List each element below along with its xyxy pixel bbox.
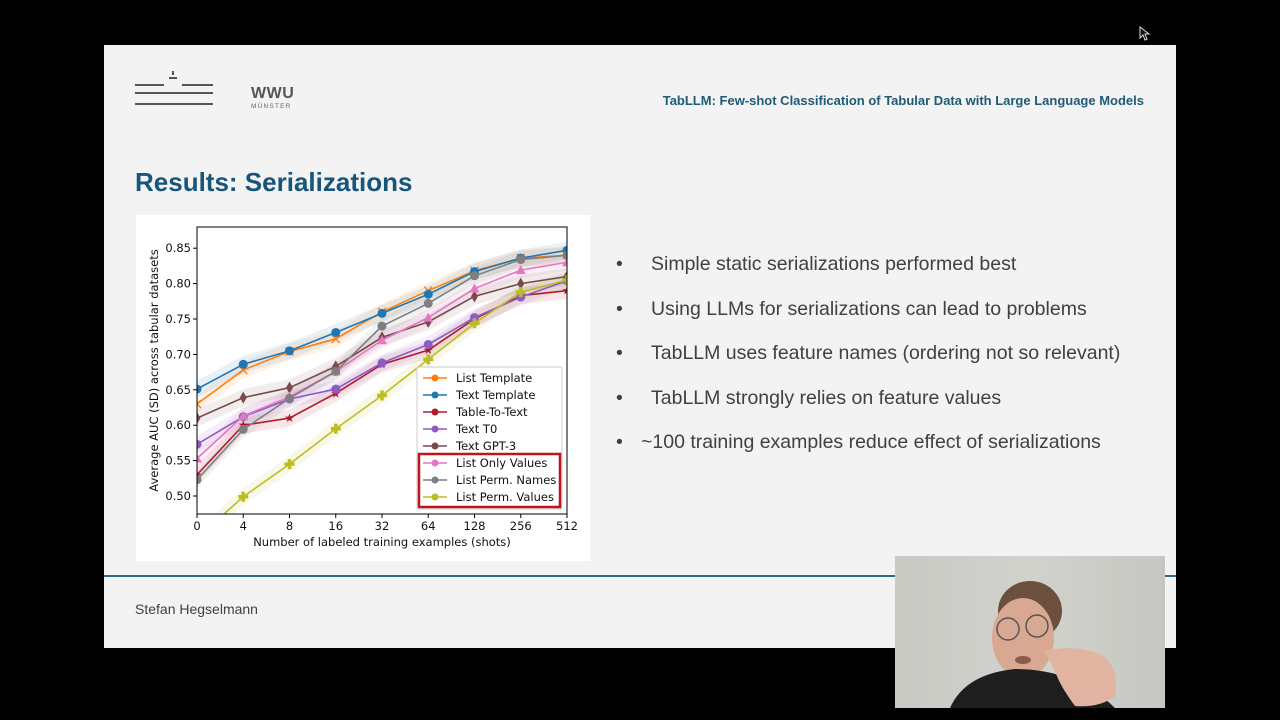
svg-text:512: 512 (556, 519, 578, 533)
svg-text:0.80: 0.80 (165, 277, 191, 291)
presenter-name: Stefan Hegselmann (135, 601, 258, 617)
bullet-icon: • (616, 297, 623, 320)
svg-text:8: 8 (286, 519, 293, 533)
svg-text:256: 256 (510, 519, 532, 533)
presenter-webcam (895, 556, 1165, 708)
footer-divider (104, 575, 1176, 577)
slide: WWU MÜNSTER TabLLM: Few-shot Classificat… (104, 45, 1176, 648)
svg-text:0.85: 0.85 (165, 241, 191, 255)
presenter-video-icon (950, 581, 1116, 708)
svg-text:0.65: 0.65 (165, 383, 191, 397)
logo-text: WWU (251, 85, 295, 102)
svg-text:0.55: 0.55 (165, 454, 191, 468)
svg-text:0.60: 0.60 (165, 418, 191, 432)
svg-text:0.50: 0.50 (165, 489, 191, 503)
svg-text:Text Template: Text Template (455, 388, 535, 402)
wwu-logo: WWU MÜNSTER (135, 71, 294, 111)
bullet-icon: • (616, 386, 623, 409)
svg-text:Average AUC (SD) across tabula: Average AUC (SD) across tabular datasets (147, 249, 161, 491)
svg-text:Text T0: Text T0 (455, 422, 497, 436)
svg-text:★: ★ (562, 284, 573, 298)
svg-text:List Template: List Template (456, 371, 532, 385)
svg-text:★: ★ (423, 343, 434, 357)
svg-text:Number of labeled training exa: Number of labeled training examples (sho… (253, 535, 511, 549)
svg-text:4: 4 (240, 519, 247, 533)
svg-text:32: 32 (375, 519, 390, 533)
header-title: TabLLM: Few-shot Classification of Tabul… (662, 93, 1144, 108)
svg-text:★: ★ (284, 411, 295, 425)
svg-text:List Perm. Names: List Perm. Names (456, 473, 556, 487)
mouse-cursor-icon (1139, 25, 1151, 47)
bullet-icon: • (616, 342, 623, 364)
svg-text:0: 0 (193, 519, 200, 533)
svg-text:List Perm. Values: List Perm. Values (456, 490, 554, 504)
svg-text:128: 128 (464, 519, 486, 533)
svg-text:Table-To-Text: Table-To-Text (455, 405, 528, 419)
line-chart: ★★★★★★★★★0.500.550.600.650.700.750.800.8… (136, 215, 590, 561)
svg-text:List Only Values: List Only Values (456, 456, 547, 470)
svg-text:0.75: 0.75 (165, 312, 191, 326)
chart-canvas: ★★★★★★★★★0.500.550.600.650.700.750.800.8… (147, 226, 578, 549)
university-emblem-icon (135, 71, 213, 105)
bullet-icon: • (616, 253, 623, 275)
svg-text:64: 64 (421, 519, 436, 533)
page-title: Results: Serializations (135, 167, 413, 197)
logo-subtext: MÜNSTER (251, 103, 292, 110)
svg-text:★: ★ (192, 468, 203, 482)
svg-text:16: 16 (328, 519, 343, 533)
svg-text:0.70: 0.70 (165, 347, 191, 361)
bullet-icon: • (616, 431, 623, 453)
svg-text:Text GPT-3: Text GPT-3 (455, 439, 516, 453)
